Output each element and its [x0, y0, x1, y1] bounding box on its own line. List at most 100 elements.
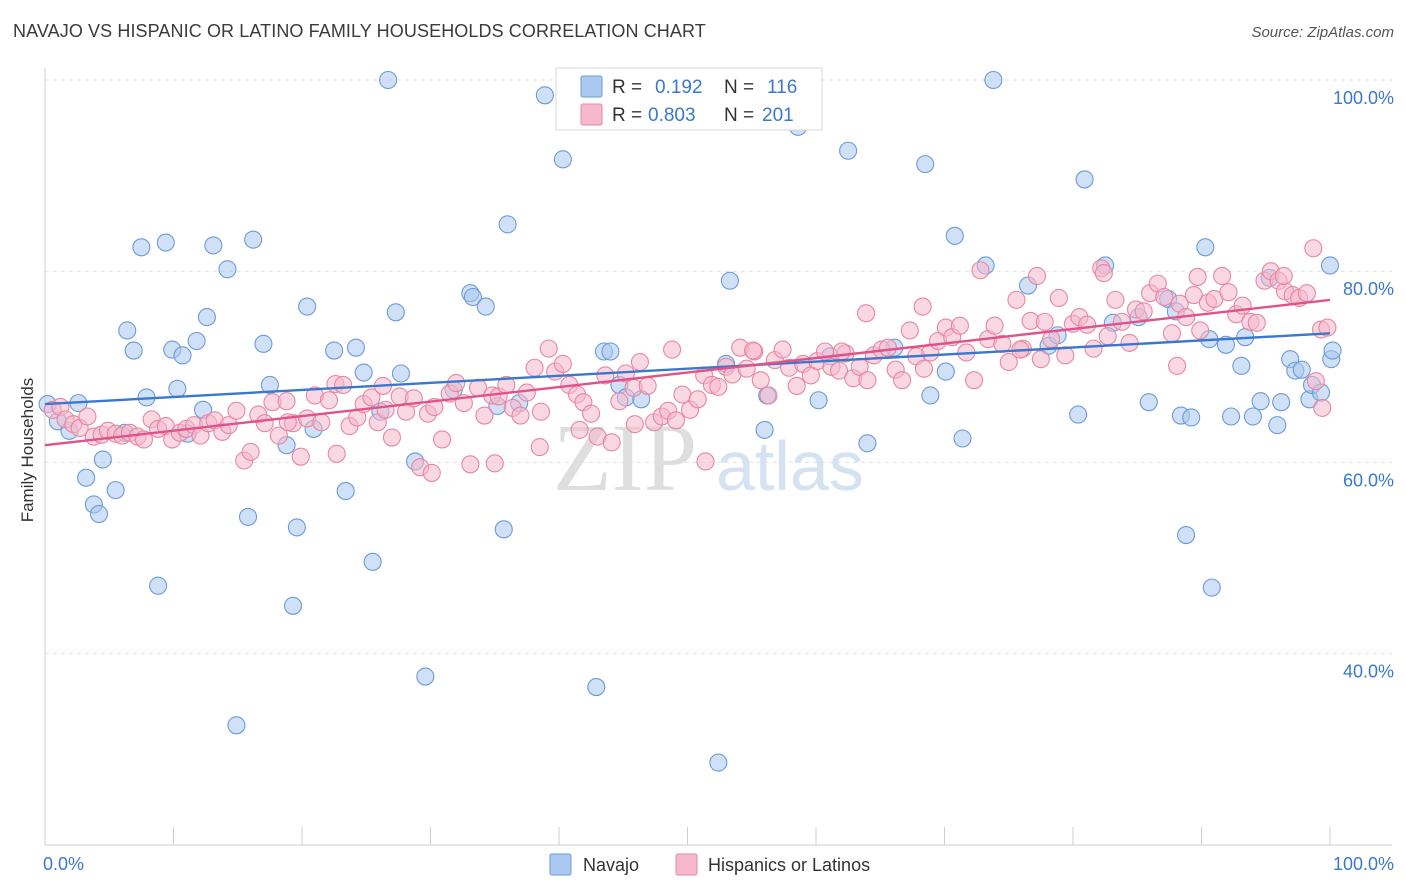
navajo-point-31 — [283, 596, 303, 615]
navajo-point-109 — [1320, 256, 1340, 275]
navajo-point-27 — [244, 230, 263, 249]
hispanic-point-30 — [255, 414, 274, 433]
watermark: ZIP atlas — [553, 404, 864, 511]
navajo-point-8 — [106, 481, 125, 500]
y-tick-label-80: 80.0% — [1343, 279, 1394, 299]
hispanic-point-41 — [334, 375, 353, 395]
hispanic-point-184 — [570, 420, 589, 439]
hispanic-point-103 — [773, 340, 792, 359]
bottom-legend-navajo: Navajo — [583, 855, 639, 875]
hispanic-point-200 — [422, 463, 441, 482]
navajo-point-67 — [839, 141, 858, 160]
hispanic-point-195 — [1031, 350, 1050, 369]
navajo-point-52 — [498, 215, 517, 234]
bottom-legend-hispanic: Hispanics or Latinos — [708, 855, 870, 875]
hispanic-point-180 — [1318, 318, 1337, 337]
hispanic-point-202 — [1306, 372, 1325, 391]
navajo-point-15 — [156, 233, 175, 252]
hispanic-trend-line — [44, 298, 1331, 447]
hispanic-point-61 — [475, 406, 494, 425]
navajo-point-93 — [1202, 578, 1221, 597]
hispanic-point-146 — [1078, 315, 1097, 334]
hispanic-point-105 — [787, 376, 806, 395]
navajo-point-10 — [118, 321, 137, 340]
navajo-point-37 — [346, 338, 366, 357]
navajo-point-81 — [1075, 170, 1094, 189]
navajo-point-105 — [1292, 360, 1311, 379]
hispanic-point-89 — [673, 385, 692, 404]
navajo-point-80 — [1069, 405, 1088, 424]
y-tick-label-40: 40.0% — [1343, 662, 1394, 682]
hispanic-point-123 — [914, 359, 933, 378]
navajo-point-102 — [1272, 393, 1291, 412]
navajo-point-94 — [1216, 335, 1235, 354]
hispanic-point-130 — [965, 371, 984, 390]
navajo-point-28 — [254, 334, 273, 353]
hispanic-point-76 — [582, 404, 601, 423]
navajo-point-36 — [336, 482, 355, 501]
y-tick-labels: 100.0% 80.0% 60.0% 40.0% — [1333, 88, 1394, 682]
hispanic-point-88 — [666, 411, 685, 430]
hispanic-point-197 — [696, 452, 715, 471]
hispanic-point-38 — [312, 413, 331, 432]
navajo-point-39 — [363, 552, 382, 571]
hispanic-point-140 — [1035, 312, 1054, 331]
hispanic-point-94 — [709, 377, 728, 396]
bottom-legend-swatch-hispanic — [675, 853, 698, 876]
hispanic-point-26 — [227, 401, 246, 420]
trend-lines — [44, 298, 1331, 447]
navajo-point-115 — [809, 391, 828, 410]
navajo-point-35 — [325, 341, 344, 360]
legend-swatch-hispanic — [580, 103, 603, 126]
hispanic-point-68 — [525, 358, 544, 377]
navajo-point-20 — [187, 331, 206, 351]
hispanic-point-33 — [277, 392, 296, 411]
navajo-point-18 — [173, 346, 192, 365]
navajo-point-17 — [168, 379, 187, 398]
legend-box: R = 0.192 N = 116 R = 0.803 N = 201 — [555, 67, 823, 131]
hispanic-point-100 — [751, 371, 770, 390]
watermark-atlas: atlas — [716, 427, 864, 505]
navajo-point-49 — [476, 297, 495, 316]
navajo-point-45 — [416, 667, 435, 686]
hispanic-point-193 — [1313, 398, 1332, 417]
chart-title: NAVAJO VS HISPANIC OR LATINO FAMILY HOUS… — [13, 21, 706, 41]
navajo-point-12 — [132, 238, 151, 257]
navajo-point-22 — [197, 308, 216, 327]
hispanic-point-136 — [1007, 290, 1026, 309]
hispanic-point-198 — [625, 415, 644, 434]
hispanic-point-67 — [517, 383, 536, 402]
hispanic-point-187 — [832, 342, 851, 361]
navajo-point-71 — [921, 386, 940, 405]
bottom-legend: Navajo Hispanics or Latinos — [549, 853, 870, 876]
hispanic-point-79 — [602, 433, 621, 452]
navajo-point-38 — [354, 363, 373, 382]
x-tick-label-max: 100.0% — [1333, 854, 1394, 874]
hispanic-point-115 — [858, 371, 877, 390]
navajo-point-68 — [858, 434, 877, 453]
hispanic-point-157 — [1155, 287, 1174, 307]
legend-n-value-1: 116 — [767, 77, 797, 98]
hispanic-point-45 — [362, 388, 381, 407]
hispanic-point-78 — [596, 366, 615, 385]
navajo-trend-line — [44, 332, 1331, 406]
hispanic-point-66 — [511, 406, 530, 425]
hispanic-point-91 — [688, 390, 707, 409]
navajo-point-56 — [587, 678, 606, 697]
hispanic-point-39 — [319, 391, 339, 410]
navajo-point-63 — [755, 420, 774, 439]
hispanic-point-191 — [1188, 267, 1207, 286]
hispanic-point-48 — [382, 428, 402, 447]
navajo-point-32 — [287, 518, 306, 537]
legend-r-value-2: 0.803 — [648, 105, 696, 126]
navajo-point-48 — [463, 287, 482, 307]
navajo-point-29 — [260, 375, 279, 395]
hispanic-point-80 — [610, 392, 629, 411]
hispanic-point-135 — [999, 352, 1018, 372]
y-tick-label-100: 100.0% — [1333, 88, 1394, 108]
hispanic-point-57 — [447, 374, 466, 393]
navajo-point-98 — [1243, 407, 1262, 426]
hispanic-point-188 — [913, 297, 932, 316]
hispanic-point-83 — [630, 352, 650, 372]
legend-n-label-2: N = — [724, 105, 754, 126]
